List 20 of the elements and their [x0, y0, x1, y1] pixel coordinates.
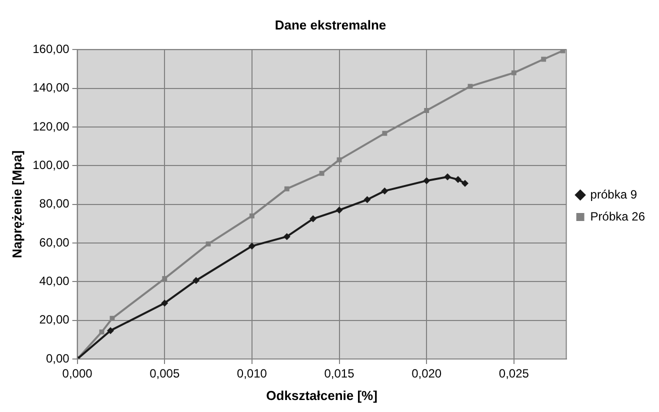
- y-tick-label: 80,00: [39, 196, 70, 211]
- x-axis-title: Odkształcenie [%]: [266, 388, 378, 403]
- x-tick-label: 0,015: [324, 366, 355, 381]
- y-tick-label: 20,00: [39, 312, 70, 327]
- chart-title: Dane ekstremalne: [274, 17, 386, 32]
- y-axis-title: Naprężenie [Mpa]: [9, 150, 24, 258]
- legend-label: próbka 9: [590, 187, 638, 202]
- y-tick-label: 160,00: [32, 42, 70, 56]
- y-tick-label: 100,00: [32, 158, 70, 172]
- y-tick-label: 60,00: [39, 235, 70, 250]
- x-tick-label: 0,000: [62, 366, 93, 381]
- x-tick-label: 0,025: [498, 366, 530, 381]
- x-tick-label: 0,020: [412, 366, 442, 381]
- y-tick-label: 0,00: [46, 351, 70, 366]
- x-tick-label: 0,010: [236, 366, 268, 381]
- y-tick-label: 120,00: [32, 119, 70, 134]
- legend-label: Próbka 26: [590, 209, 646, 224]
- x-tick-label: 0,005: [150, 366, 180, 381]
- y-tick-label: 140,00: [32, 80, 70, 95]
- y-tick-label: 40,00: [39, 274, 70, 288]
